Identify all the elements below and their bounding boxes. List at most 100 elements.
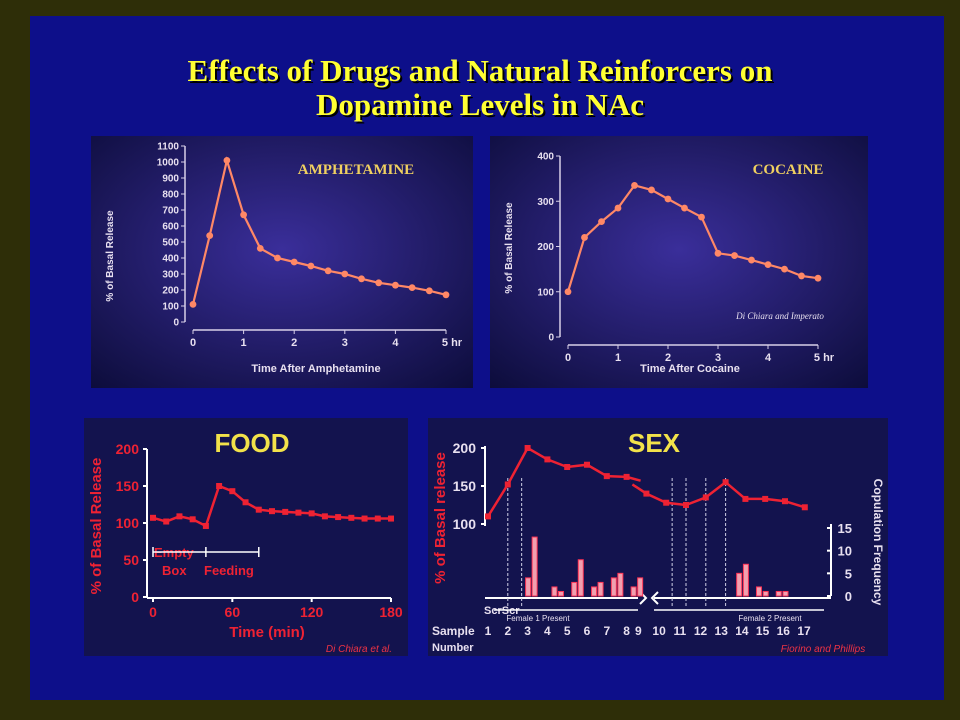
cocaine-data-point (714, 249, 722, 257)
amphetamine-y-tick-label: 1000 (157, 158, 180, 169)
food-data-point (150, 514, 156, 521)
amphetamine-y-tick-label: 600 (162, 222, 179, 233)
sex-sample-number: 2 (504, 624, 511, 638)
sex-copulation-bar (755, 586, 762, 597)
sex-data-point (623, 473, 630, 480)
amphetamine-data-point (375, 279, 383, 287)
amphetamine-data-point (206, 232, 214, 239)
sex-sample-number: 17 (797, 624, 811, 638)
food-data-point (242, 499, 249, 506)
cocaine-data-point (781, 265, 788, 273)
amphetamine-data-point (189, 301, 197, 308)
amphetamine-y-tick-label: 0 (173, 318, 179, 329)
sex-sample-number: 9 (635, 624, 642, 638)
sex-copulation-bar (736, 572, 743, 597)
food-y-tick-label: 150 (116, 478, 140, 494)
sex-copulation-bar (617, 572, 624, 597)
food-panel: FOOD Time (min) % of Basal Release Di Ch… (84, 418, 408, 656)
amphetamine-data-point (392, 281, 399, 289)
title-line-2: Dopamine Levels in NAc (315, 87, 645, 122)
food-data-point (361, 515, 368, 522)
sex-female1-label: Female 1 Present (506, 614, 570, 623)
cocaine-y-tick-label: 300 (537, 197, 554, 208)
amphetamine-data-point (425, 287, 433, 295)
amphetamine-y-tick-label: 400 (162, 254, 179, 265)
food-x-tick-label: 60 (225, 604, 241, 620)
sex-sample-number: 8 (623, 624, 630, 638)
cocaine-y-tick-label: 400 (537, 152, 554, 163)
amphetamine-data-point (324, 267, 332, 275)
sex-sample-number: 3 (524, 624, 531, 638)
food-data-point (388, 515, 394, 522)
cocaine-xlabel: Time After Cocaine (640, 363, 740, 375)
sex-y2-tick-label: 15 (838, 521, 852, 536)
amphetamine-y-tick-label: 700 (162, 206, 179, 217)
amphetamine-x-tick-label: 0 (190, 337, 196, 349)
sex-copulation-bar (637, 577, 644, 597)
sex-copulation-bar (762, 590, 769, 597)
amphetamine-data-point (307, 262, 315, 270)
amphetamine-data-point (240, 211, 248, 219)
sex-copulation-bar (591, 586, 598, 597)
sex-data-point (663, 499, 670, 506)
amphetamine-y-tick-label: 900 (162, 174, 179, 185)
amphetamine-data-point (274, 254, 281, 262)
cocaine-data-point (764, 261, 772, 268)
food-y-tick-label: 100 (116, 515, 140, 531)
food-box-label: Box (162, 563, 187, 578)
cocaine-x-tick-label: 1 (615, 352, 621, 364)
cocaine-data-point (698, 213, 705, 221)
sex-sample-number: 6 (584, 624, 591, 638)
amphetamine-series-line (191, 156, 447, 305)
cocaine-y-tick-label: 100 (537, 287, 554, 298)
sex-copulation-bar (551, 586, 558, 597)
cocaine-panel: COCAINE Di Chiara and Imperato Time Afte… (490, 136, 868, 388)
food-data-point (374, 515, 381, 522)
sex-y-tick-label: 200 (453, 440, 477, 456)
food-title: FOOD (214, 428, 289, 458)
sex-scr-label: ScrScr (484, 605, 520, 617)
amphetamine-x-tick-label: 1 (241, 337, 247, 349)
sex-copulation-bar (742, 563, 749, 597)
food-data-point (255, 506, 262, 513)
food-data-point (176, 513, 183, 520)
amphetamine-x-tick-label: 2 (291, 337, 297, 349)
sex-female2-label: Female 2 Present (738, 614, 802, 623)
sex-sample-number: 16 (777, 624, 791, 638)
amphetamine-data-point (442, 291, 450, 299)
food-x-tick-label: 0 (149, 604, 157, 620)
amphetamine-chart: AMPHETAMINE Time After Amphetamine % of … (91, 136, 473, 388)
amphetamine-data-point (341, 270, 349, 278)
cocaine-data-point (648, 186, 655, 194)
cocaine-data-point (598, 218, 605, 226)
sex-data-point (485, 513, 491, 520)
sex-y2-tick-label: 10 (838, 544, 852, 559)
amphetamine-title: AMPHETAMINE (298, 162, 414, 178)
sex-data-point (603, 473, 610, 480)
sex-data-point (782, 498, 788, 505)
food-x-tick-label: 120 (300, 604, 324, 620)
amphetamine-y-tick-label: 200 (162, 286, 179, 297)
amphetamine-y-tick-label: 500 (162, 238, 179, 249)
sex-sample-number: 12 (694, 624, 708, 638)
cocaine-x-tick-label: 3 (715, 352, 721, 364)
sex-y-tick-label: 150 (453, 478, 477, 494)
cocaine-data-point (564, 288, 572, 296)
sex-copulation-bar (630, 586, 637, 597)
cocaine-data-point (748, 256, 755, 264)
sex-data-point (643, 490, 650, 497)
amphetamine-y-tick-label: 1100 (157, 142, 179, 153)
food-data-point (269, 508, 275, 515)
sex-ylabel: % of Basal release (432, 452, 449, 584)
cocaine-title: COCAINE (753, 162, 824, 178)
food-chart: FOOD Time (min) % of Basal Release Di Ch… (84, 418, 408, 656)
sex-sample-number: 4 (544, 624, 551, 638)
amphetamine-y-tick-label: 800 (162, 190, 179, 201)
food-y-tick-label: 200 (116, 441, 140, 457)
sex-y-tick-label: 100 (453, 516, 477, 532)
slide-title: Effects of Drugs and Natural Reinforcers… (0, 54, 960, 122)
cocaine-y-tick-label: 200 (537, 242, 554, 253)
sex-data-point (722, 479, 729, 486)
sex-panel: SEX % of Basal release Copulation Freque… (428, 418, 888, 656)
title-line-1: Effects of Drugs and Natural Reinforcers… (187, 53, 773, 88)
